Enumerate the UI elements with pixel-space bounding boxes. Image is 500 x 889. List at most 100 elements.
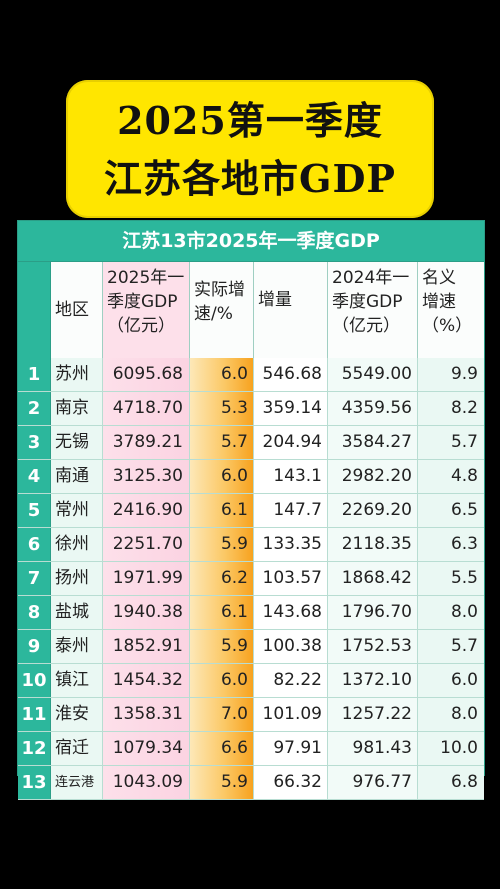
header-increase: 增量 [254, 262, 328, 358]
table-row: 6 徐州 2251.70 5.9 133.35 2118.35 6.3 [18, 528, 484, 562]
table-row: 7 扬州 1971.99 6.2 103.57 1868.42 5.5 [18, 562, 484, 596]
nominal-growth-cell: 5.7 [418, 426, 484, 459]
row-number: 1 [18, 358, 51, 391]
gdp2024-cell: 1372.10 [328, 664, 418, 697]
row-number: 6 [18, 528, 51, 561]
gdp2025-cell: 6095.68 [103, 358, 190, 391]
nominal-growth-cell: 5.5 [418, 562, 484, 595]
title-banner: 2025第一季度 江苏各地市GDP [66, 80, 434, 218]
real-growth-cell: 5.9 [190, 528, 254, 561]
header-growth: 实际增 速/% [190, 262, 254, 358]
header-gdp2024-line3: （亿元） [332, 316, 400, 336]
gdp2025-cell: 2416.90 [103, 494, 190, 527]
table-row: 4 南通 3125.30 6.0 143.1 2982.20 4.8 [18, 460, 484, 494]
increase-cell: 204.94 [254, 426, 328, 459]
header-nominal-line3: （%） [422, 316, 473, 336]
row-number: 4 [18, 460, 51, 493]
real-growth-cell: 5.3 [190, 392, 254, 425]
header-nominal-line1: 名义 [422, 268, 456, 288]
increase-cell: 66.32 [254, 766, 328, 799]
row-number: 5 [18, 494, 51, 527]
header-nominal: 名义 增速 （%） [418, 262, 484, 358]
region-cell: 宿迁 [51, 732, 103, 765]
gdp2025-cell: 1971.99 [103, 562, 190, 595]
gdp2025-cell: 1852.91 [103, 630, 190, 663]
real-growth-cell: 6.2 [190, 562, 254, 595]
header-growth-line1: 实际增 [194, 280, 245, 300]
region-cell: 盐城 [51, 596, 103, 629]
header-gdp2025: 2025年一 季度GDP （亿元） [103, 262, 190, 358]
increase-cell: 359.14 [254, 392, 328, 425]
table-row: 8 盐城 1940.38 6.1 143.68 1796.70 8.0 [18, 596, 484, 630]
nominal-growth-cell: 8.0 [418, 596, 484, 629]
gdp2025-cell: 1079.34 [103, 732, 190, 765]
increase-cell: 82.22 [254, 664, 328, 697]
row-number: 8 [18, 596, 51, 629]
real-growth-cell: 6.0 [190, 664, 254, 697]
gdp2025-cell: 4718.70 [103, 392, 190, 425]
header-nominal-line2: 增速 [422, 292, 456, 312]
gdp2024-cell: 976.77 [328, 766, 418, 799]
row-number: 13 [18, 766, 51, 799]
gdp2025-cell: 1358.31 [103, 698, 190, 731]
row-number: 9 [18, 630, 51, 663]
row-number: 7 [18, 562, 51, 595]
header-gdp2024-line1: 2024年一 [332, 268, 410, 288]
region-cell: 常州 [51, 494, 103, 527]
header-region: 地区 [51, 262, 103, 358]
gdp2025-cell: 3125.30 [103, 460, 190, 493]
nominal-growth-cell: 6.8 [418, 766, 484, 799]
row-number: 2 [18, 392, 51, 425]
row-number: 10 [18, 664, 51, 697]
banner-title-line1: 2025第一季度 [117, 98, 383, 143]
increase-cell: 133.35 [254, 528, 328, 561]
table-row: 12 宿迁 1079.34 6.6 97.91 981.43 10.0 [18, 732, 484, 766]
row-number: 11 [18, 698, 51, 731]
increase-cell: 143.68 [254, 596, 328, 629]
table-row: 9 泰州 1852.91 5.9 100.38 1752.53 5.7 [18, 630, 484, 664]
header-gdp2024-line2: 季度GDP [332, 292, 403, 312]
region-cell: 扬州 [51, 562, 103, 595]
header-growth-line2: 速/% [194, 304, 233, 324]
row-number: 12 [18, 732, 51, 765]
gdp2025-cell: 1940.38 [103, 596, 190, 629]
table-row: 11 淮安 1358.31 7.0 101.09 1257.22 8.0 [18, 698, 484, 732]
gdp2025-cell: 3789.21 [103, 426, 190, 459]
header-index-cell [18, 262, 51, 358]
gdp2025-cell: 2251.70 [103, 528, 190, 561]
real-growth-cell: 7.0 [190, 698, 254, 731]
nominal-growth-cell: 4.8 [418, 460, 484, 493]
nominal-growth-cell: 10.0 [418, 732, 484, 765]
gdp2024-cell: 1752.53 [328, 630, 418, 663]
region-cell: 镇江 [51, 664, 103, 697]
gdp2024-cell: 1257.22 [328, 698, 418, 731]
gdp2024-cell: 981.43 [328, 732, 418, 765]
increase-cell: 143.1 [254, 460, 328, 493]
nominal-growth-cell: 8.2 [418, 392, 484, 425]
gdp2024-cell: 1796.70 [328, 596, 418, 629]
gdp2024-cell: 4359.56 [328, 392, 418, 425]
nominal-growth-cell: 6.0 [418, 664, 484, 697]
gdp2025-cell: 1043.09 [103, 766, 190, 799]
gdp2024-cell: 2982.20 [328, 460, 418, 493]
table-title: 江苏13市2025年一季度GDP [18, 221, 484, 261]
gdp2024-cell: 1868.42 [328, 562, 418, 595]
banner-title-line2: 江苏各地市GDP [104, 156, 396, 201]
increase-cell: 100.38 [254, 630, 328, 663]
region-cell: 苏州 [51, 358, 103, 391]
gdp2024-cell: 2118.35 [328, 528, 418, 561]
table-row: 1 苏州 6095.68 6.0 546.68 5549.00 9.9 [18, 358, 484, 392]
table-row: 2 南京 4718.70 5.3 359.14 4359.56 8.2 [18, 392, 484, 426]
header-increase-label: 增量 [258, 290, 292, 310]
gdp2025-cell: 1454.32 [103, 664, 190, 697]
region-cell: 无锡 [51, 426, 103, 459]
table-row: 3 无锡 3789.21 5.7 204.94 3584.27 5.7 [18, 426, 484, 460]
nominal-growth-cell: 9.9 [418, 358, 484, 391]
region-cell: 泰州 [51, 630, 103, 663]
gdp2024-cell: 5549.00 [328, 358, 418, 391]
increase-cell: 147.7 [254, 494, 328, 527]
real-growth-cell: 6.0 [190, 358, 254, 391]
real-growth-cell: 5.9 [190, 630, 254, 663]
gdp2024-cell: 3584.27 [328, 426, 418, 459]
nominal-growth-cell: 6.3 [418, 528, 484, 561]
